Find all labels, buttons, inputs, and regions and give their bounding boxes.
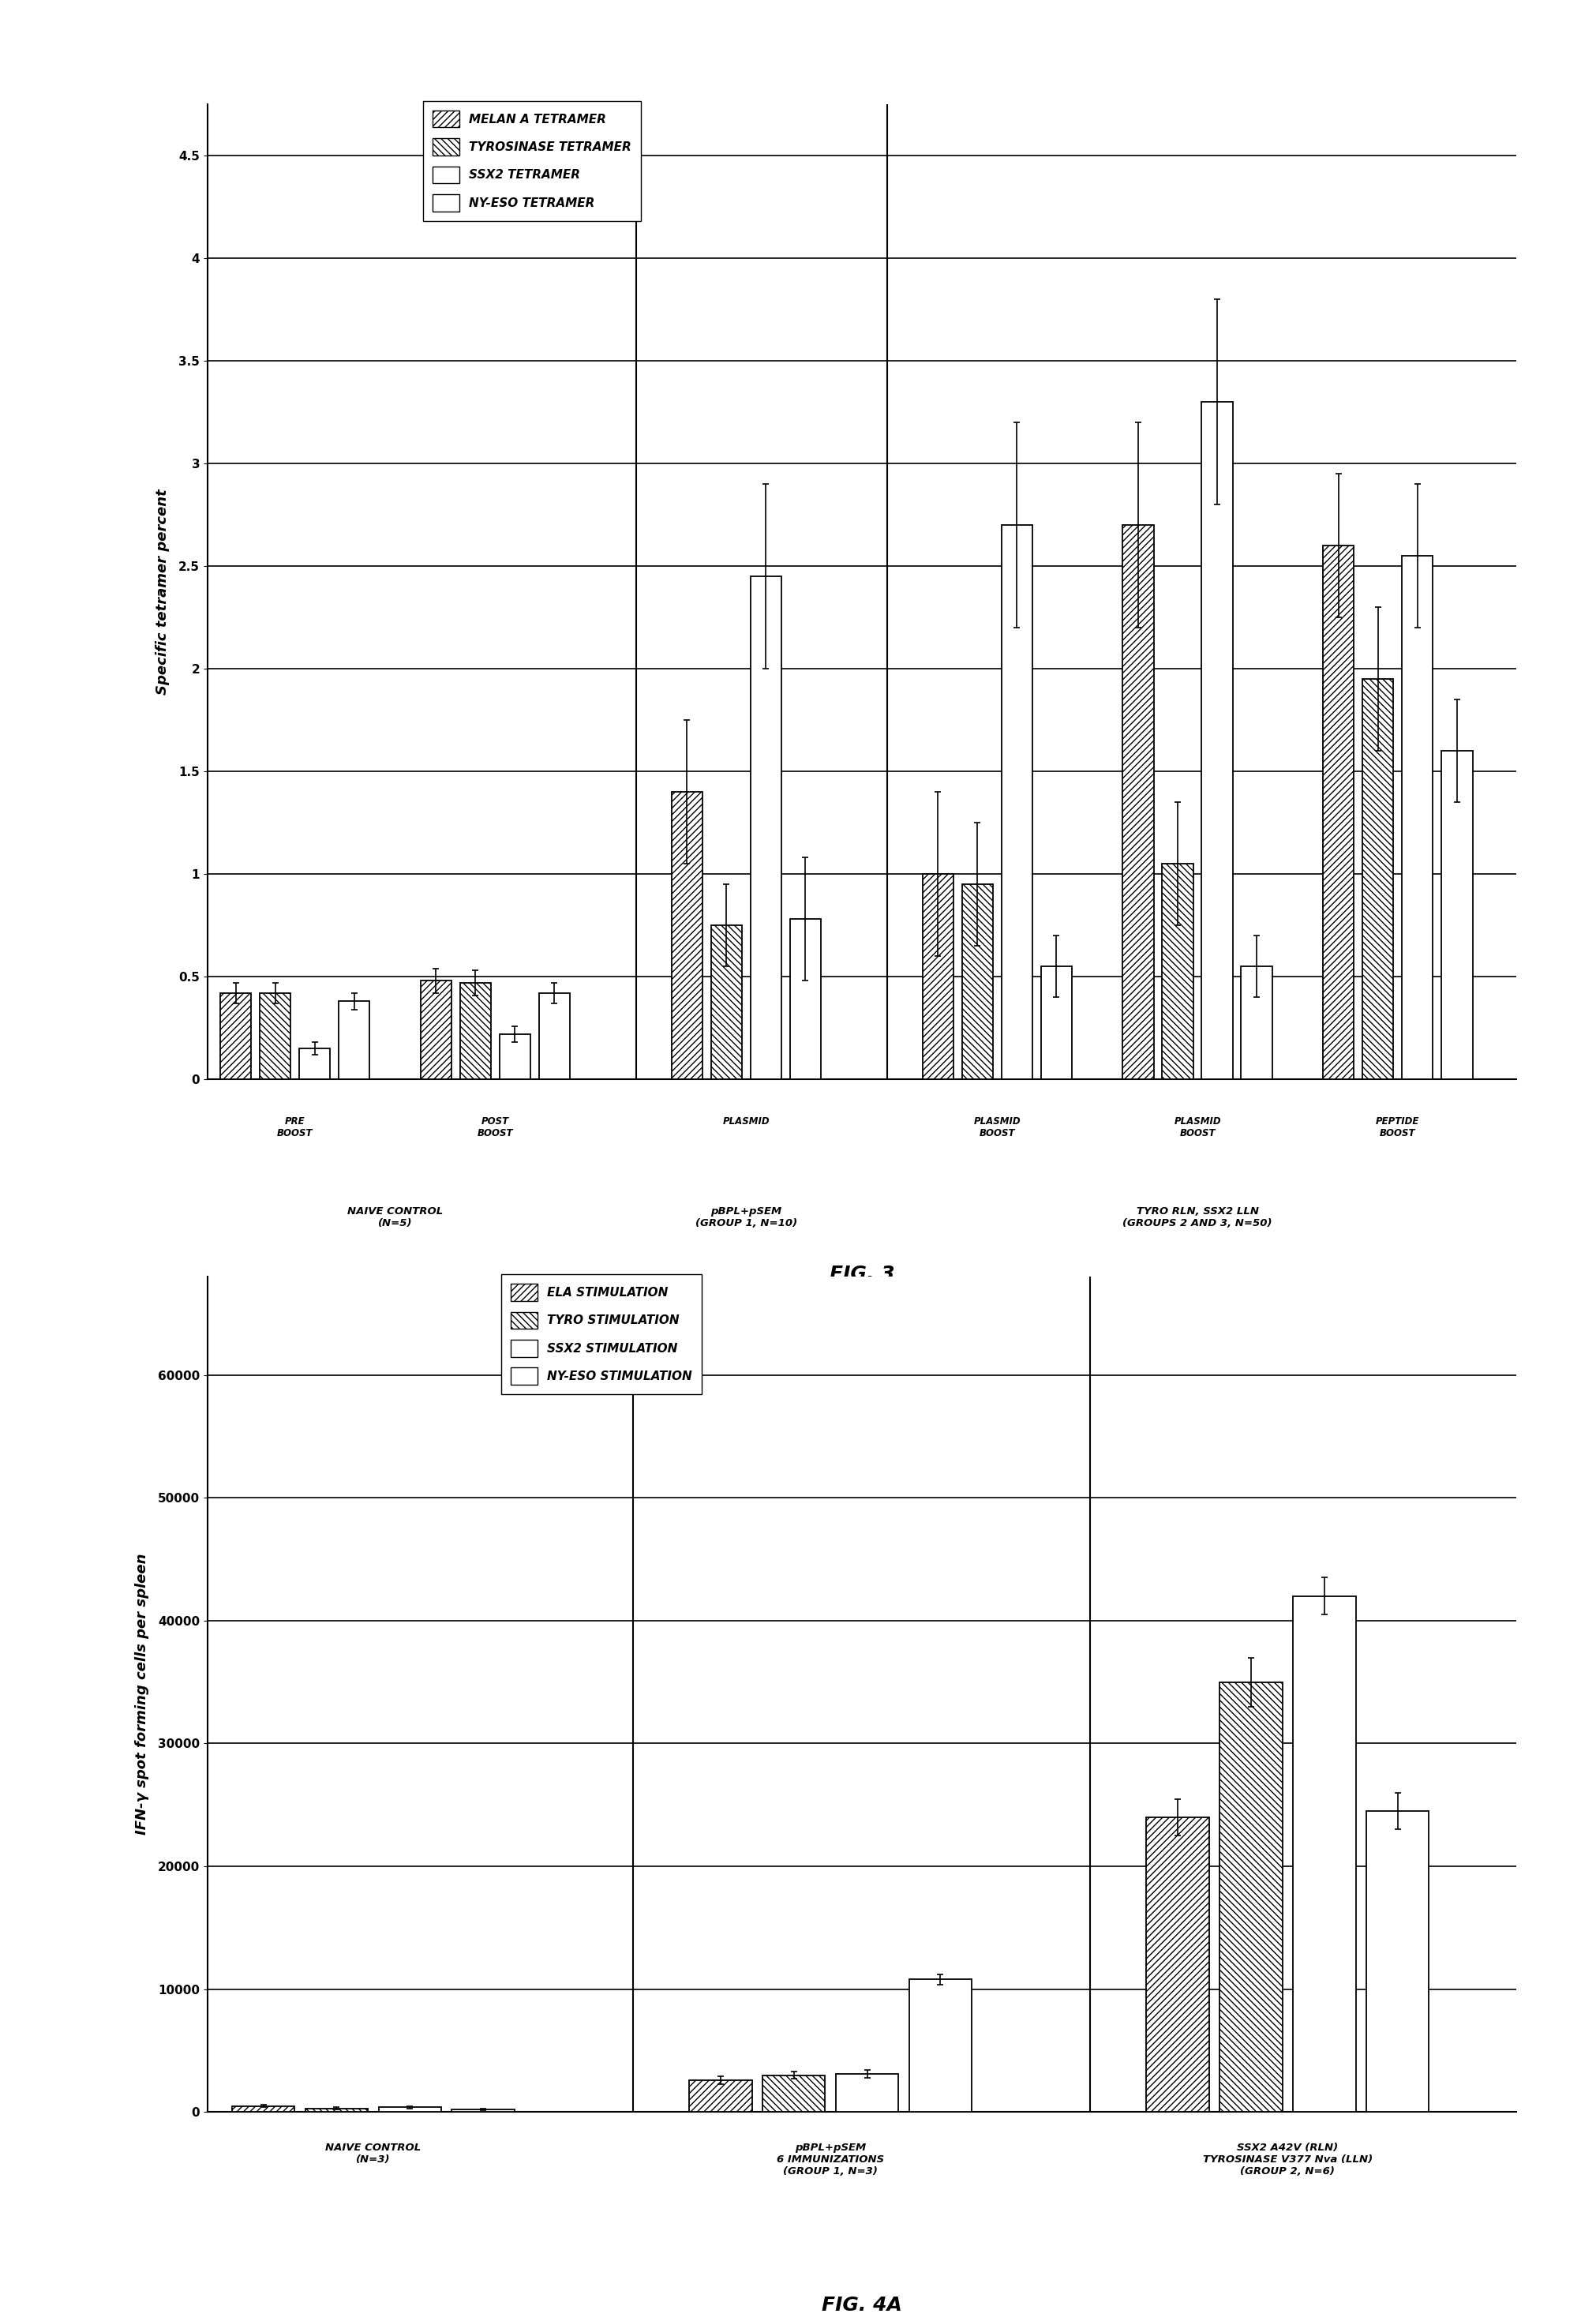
Bar (231, 2105, 295, 2112)
Bar (220, 993, 251, 1079)
Bar (1401, 557, 1433, 1079)
Bar (750, 576, 782, 1079)
Text: FIG. 3: FIG. 3 (830, 1265, 894, 1284)
Bar (1122, 525, 1154, 1079)
Bar (338, 1000, 370, 1079)
Bar (500, 1035, 530, 1079)
Bar (1293, 1597, 1355, 2112)
Text: pBPL+pSEM
6 IMMUNIZATIONS
(GROUP 1, N=3): pBPL+pSEM 6 IMMUNIZATIONS (GROUP 1, N=3) (777, 2142, 884, 2177)
Bar (962, 884, 993, 1079)
Legend: MELAN A TETRAMER, TYROSINASE TETRAMER, SSX2 TETRAMER, NY-ESO TETRAMER: MELAN A TETRAMER, TYROSINASE TETRAMER, S… (423, 100, 640, 220)
Bar (260, 993, 290, 1079)
Bar (689, 2080, 752, 2112)
Bar (305, 2107, 369, 2112)
Legend: ELA STIMULATION, TYRO STIMULATION, SSX2 STIMULATION, NY-ESO STIMULATION: ELA STIMULATION, TYRO STIMULATION, SSX2 … (501, 1274, 702, 1395)
Bar (710, 926, 742, 1079)
Text: POST
BOOST: POST BOOST (477, 1116, 514, 1137)
Text: PLASMID
BOOST: PLASMID BOOST (1175, 1116, 1221, 1137)
Text: PLASMID
BOOST: PLASMID BOOST (974, 1116, 1021, 1137)
Bar (1323, 545, 1353, 1079)
Text: SSX2 A42V (RLN)
TYROSINASE V377 Nva (LLN)
(GROUP 2, N=6): SSX2 A42V (RLN) TYROSINASE V377 Nva (LLN… (1203, 2142, 1373, 2177)
Text: PEPTIDE
BOOST: PEPTIDE BOOST (1376, 1116, 1419, 1137)
Y-axis label: IFN-γ spot forming cells per spleen: IFN-γ spot forming cells per spleen (134, 1553, 148, 1836)
Bar (420, 982, 452, 1079)
Bar (1441, 752, 1473, 1079)
Bar (922, 875, 953, 1079)
Bar (790, 919, 820, 1079)
Text: NAIVE CONTROL
(N=5): NAIVE CONTROL (N=5) (348, 1207, 444, 1228)
Bar (672, 791, 702, 1079)
Bar (910, 1980, 972, 2112)
Bar (1363, 680, 1393, 1079)
Bar (1202, 402, 1232, 1079)
Bar (539, 993, 570, 1079)
Bar (298, 1049, 330, 1079)
Bar (452, 2110, 514, 2112)
Text: TYRO RLN, SSX2 LLN
(GROUPS 2 AND 3, N=50): TYRO RLN, SSX2 LLN (GROUPS 2 AND 3, N=50… (1122, 1207, 1272, 1228)
Bar (378, 2107, 442, 2112)
Bar (1242, 966, 1272, 1079)
Text: pBPL+pSEM
(GROUP 1, N=10): pBPL+pSEM (GROUP 1, N=10) (696, 1207, 796, 1228)
Bar (1219, 1683, 1282, 2112)
Text: NAIVE CONTROL
(N=3): NAIVE CONTROL (N=3) (326, 2142, 421, 2165)
Bar (1001, 525, 1033, 1079)
Text: FIG. 4A: FIG. 4A (822, 2295, 902, 2314)
Y-axis label: Specific tetramer percent: Specific tetramer percent (155, 490, 169, 694)
Text: PRE
BOOST: PRE BOOST (278, 1116, 313, 1137)
Bar (1146, 1817, 1210, 2112)
Bar (836, 2075, 899, 2112)
Bar (1366, 1810, 1428, 2112)
Bar (763, 2075, 825, 2112)
Text: PLASMID: PLASMID (723, 1116, 769, 1126)
Bar (1041, 966, 1073, 1079)
Bar (460, 982, 492, 1079)
Bar (1162, 863, 1194, 1079)
